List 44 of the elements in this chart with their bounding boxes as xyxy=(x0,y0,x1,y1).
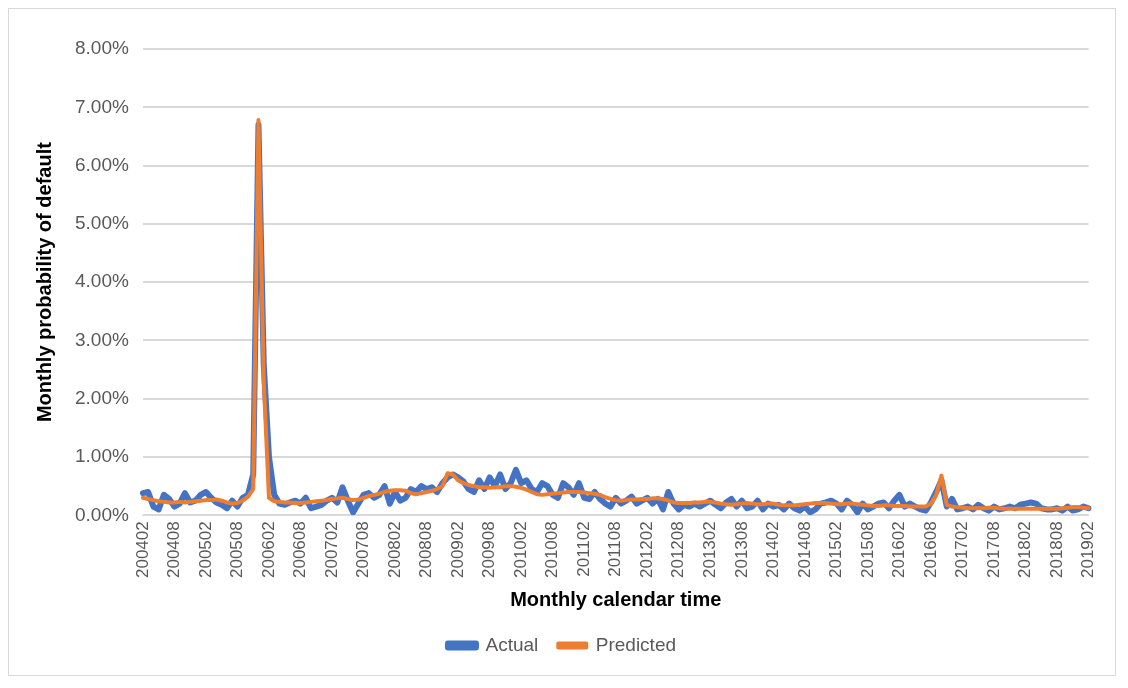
y-tick-label: 8.00% xyxy=(75,37,129,59)
x-tick-label: 200402 xyxy=(132,521,152,579)
x-tick-label: 201608 xyxy=(920,521,940,579)
x-tick-label: 200602 xyxy=(258,521,278,579)
legend-label: Actual xyxy=(485,633,539,655)
x-tick-label: 201508 xyxy=(857,521,877,579)
x-tick-label: 201808 xyxy=(1046,521,1066,579)
x-tick-label: 201008 xyxy=(542,521,562,579)
x-tick-label: 200608 xyxy=(290,521,310,579)
x-tick-label: 201602 xyxy=(889,521,909,579)
x-tick-label: 201202 xyxy=(636,521,656,579)
x-tick-label: 201302 xyxy=(700,521,719,579)
x-tick-label: 201108 xyxy=(605,521,625,577)
y-tick-label: 5.00% xyxy=(75,212,129,234)
x-tick-label: 201102 xyxy=(573,521,593,577)
x-tick-label: 200802 xyxy=(384,521,404,579)
x-tick-label: 200508 xyxy=(227,521,247,579)
x-tick-label: 200708 xyxy=(353,521,373,579)
x-tick-label: 201902 xyxy=(1078,521,1098,579)
y-tick-label: 4.00% xyxy=(75,270,129,292)
y-tick-label: 6.00% xyxy=(75,153,129,175)
y-axis-title: Monthly probability of default xyxy=(32,141,55,423)
x-tick-label: 200902 xyxy=(447,521,467,579)
y-tick-label: 7.00% xyxy=(75,95,129,117)
x-tick-label: 201002 xyxy=(510,521,530,579)
x-tick-label: 200808 xyxy=(416,521,436,579)
x-tick-label: 201702 xyxy=(952,521,972,579)
x-tick-label: 201402 xyxy=(763,521,783,579)
legend-label: Predicted xyxy=(595,633,677,655)
x-tick-label: 201802 xyxy=(1015,521,1035,579)
x-tick-label: 200908 xyxy=(479,521,499,579)
x-tick-label: 201708 xyxy=(983,521,1003,579)
y-tick-label: 2.00% xyxy=(75,386,129,408)
x-tick-label: 200702 xyxy=(321,521,341,579)
x-tick-label: 201208 xyxy=(668,521,688,579)
x-tick-label: 200408 xyxy=(164,521,184,579)
x-tick-label: 201408 xyxy=(794,521,814,579)
x-tick-label: 201308 xyxy=(731,521,751,579)
y-tick-label: 0.00% xyxy=(75,503,129,525)
x-axis-title: Monthly calendar time xyxy=(510,587,722,610)
y-tick-label: 1.00% xyxy=(75,445,129,467)
x-tick-label: 201502 xyxy=(826,521,846,579)
y-tick-label: 3.00% xyxy=(75,328,129,350)
x-tick-label: 200502 xyxy=(195,521,215,579)
